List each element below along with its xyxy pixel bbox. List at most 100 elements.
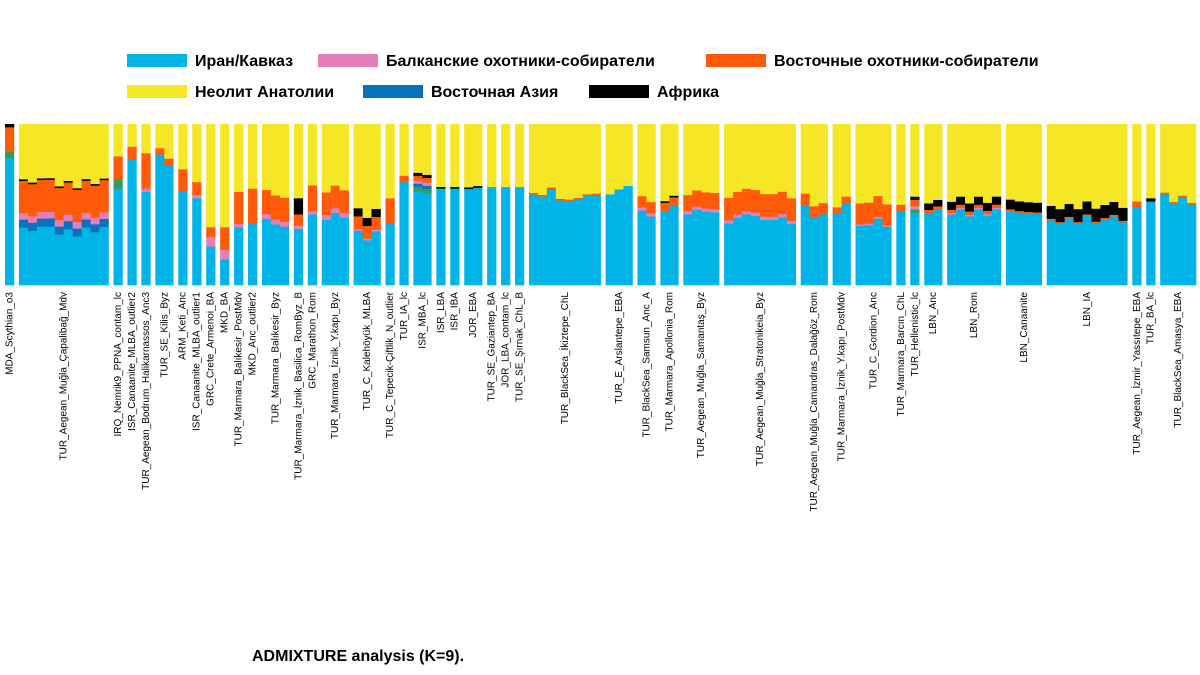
- bar-segment: [27, 230, 38, 286]
- bar-segment: [220, 124, 230, 228]
- bar-segment: [537, 124, 548, 195]
- bar-segment: [882, 225, 892, 227]
- bar-segment: [1014, 212, 1025, 286]
- bar-segment: [528, 124, 539, 194]
- bar-segment: [178, 191, 188, 286]
- bar-segment: [1100, 204, 1110, 218]
- bar-segment: [81, 227, 91, 286]
- bar-segment: [956, 204, 966, 209]
- population-label: JOR_EBA: [468, 292, 479, 338]
- bar-segment: [974, 204, 984, 209]
- bar-segment: [1187, 124, 1197, 203]
- bar-segment: [192, 124, 202, 183]
- bar-segment: [1055, 208, 1065, 223]
- bar-segment: [669, 195, 679, 198]
- bar-segment: [362, 217, 372, 226]
- bar-segment: [818, 214, 828, 286]
- bar-segment: [164, 164, 174, 286]
- bar-segment: [1100, 217, 1110, 220]
- population-label: TUR_SE_Kilis_Byz: [159, 292, 170, 378]
- bar-segment: [933, 209, 943, 286]
- bar-segment: [501, 124, 511, 188]
- bar-segment: [206, 236, 216, 247]
- legend-label-5: Восточная Азия: [431, 84, 558, 101]
- bar-segment: [786, 223, 797, 286]
- bar-segment: [1023, 201, 1034, 212]
- bar-segment: [45, 179, 56, 213]
- bar-segment: [1005, 209, 1016, 211]
- bar-segment: [777, 214, 788, 218]
- bar-segment: [371, 124, 381, 209]
- bar-segment: [450, 186, 460, 189]
- bar-segment: [99, 218, 109, 227]
- bar-segment: [501, 186, 511, 286]
- bar-segment: [1073, 223, 1083, 286]
- bar-segment: [293, 124, 304, 199]
- bar-segment: [910, 199, 920, 207]
- bar-segment: [777, 124, 788, 192]
- bar-segment: [1023, 213, 1034, 286]
- bar-segment: [809, 217, 819, 286]
- bar-segment: [841, 124, 851, 197]
- bar-segment: [81, 219, 91, 228]
- bar-segment: [910, 206, 920, 210]
- bar-segment: [1005, 210, 1016, 286]
- bar-segment: [1109, 214, 1119, 217]
- bar-segment: [947, 201, 957, 210]
- bar-segment: [1132, 124, 1142, 202]
- bar-segment: [759, 193, 770, 217]
- bar-segment: [873, 218, 883, 286]
- bar-segment: [1014, 210, 1025, 213]
- bar-segment: [473, 185, 483, 188]
- bar-segment: [800, 204, 810, 286]
- bar-segment: [910, 209, 920, 213]
- bar-segment: [896, 124, 906, 205]
- bar-segment: [36, 178, 47, 181]
- population-label: TUR_E_Arslantepe_EBA: [614, 292, 625, 404]
- bar-segment: [422, 188, 432, 194]
- bar-segment: [818, 202, 828, 215]
- bar-segment: [1100, 219, 1110, 286]
- bar-segment: [261, 189, 272, 215]
- bar-segment: [307, 124, 318, 186]
- bar-segment: [768, 193, 779, 217]
- bar-segment: [660, 202, 670, 211]
- bar-segment: [155, 147, 165, 155]
- bar-segment: [353, 208, 363, 217]
- bar-segment: [113, 156, 123, 180]
- bar-segment: [192, 181, 202, 196]
- bar-segment: [72, 189, 82, 223]
- bar-segment: [1132, 201, 1142, 209]
- bar-segment: [18, 212, 29, 220]
- bar-segment: [1064, 203, 1074, 217]
- population-label: IRQ_Nemrik9_PPNA_contam_lc: [113, 292, 124, 437]
- bar-segment: [786, 124, 797, 199]
- population-label: ISR_Canaanite_MLBA_outlier1: [192, 292, 203, 431]
- bar-segment: [660, 124, 670, 202]
- bar-segment: [270, 219, 281, 225]
- bar-segment: [692, 190, 702, 207]
- bar-segment: [841, 196, 851, 204]
- bar-segment: [450, 124, 460, 188]
- bar-segment: [81, 180, 91, 214]
- bar-segment: [759, 216, 770, 220]
- bar-segment: [261, 124, 272, 191]
- bar-segment: [63, 220, 73, 230]
- population-label: LBN_Canaanite: [1019, 292, 1030, 363]
- bar-segment: [660, 201, 670, 203]
- population-label: TUR_IA_lc: [399, 292, 410, 340]
- bar-segment: [1100, 124, 1110, 206]
- bar-segment: [882, 226, 892, 286]
- bar-segment: [933, 206, 943, 210]
- bar-segment: [605, 124, 615, 195]
- bar-segment: [759, 219, 770, 286]
- bar-segment: [956, 124, 966, 197]
- bar-segment: [637, 207, 647, 211]
- bar-segment: [1169, 124, 1179, 203]
- bar-segment: [947, 209, 957, 214]
- bar-segment: [54, 234, 65, 286]
- bar-segment: [27, 222, 38, 231]
- bar-segment: [733, 124, 743, 192]
- population-label: TUR_BlackSea_Amasya_EBA: [1173, 292, 1184, 428]
- bar-segment: [270, 124, 281, 196]
